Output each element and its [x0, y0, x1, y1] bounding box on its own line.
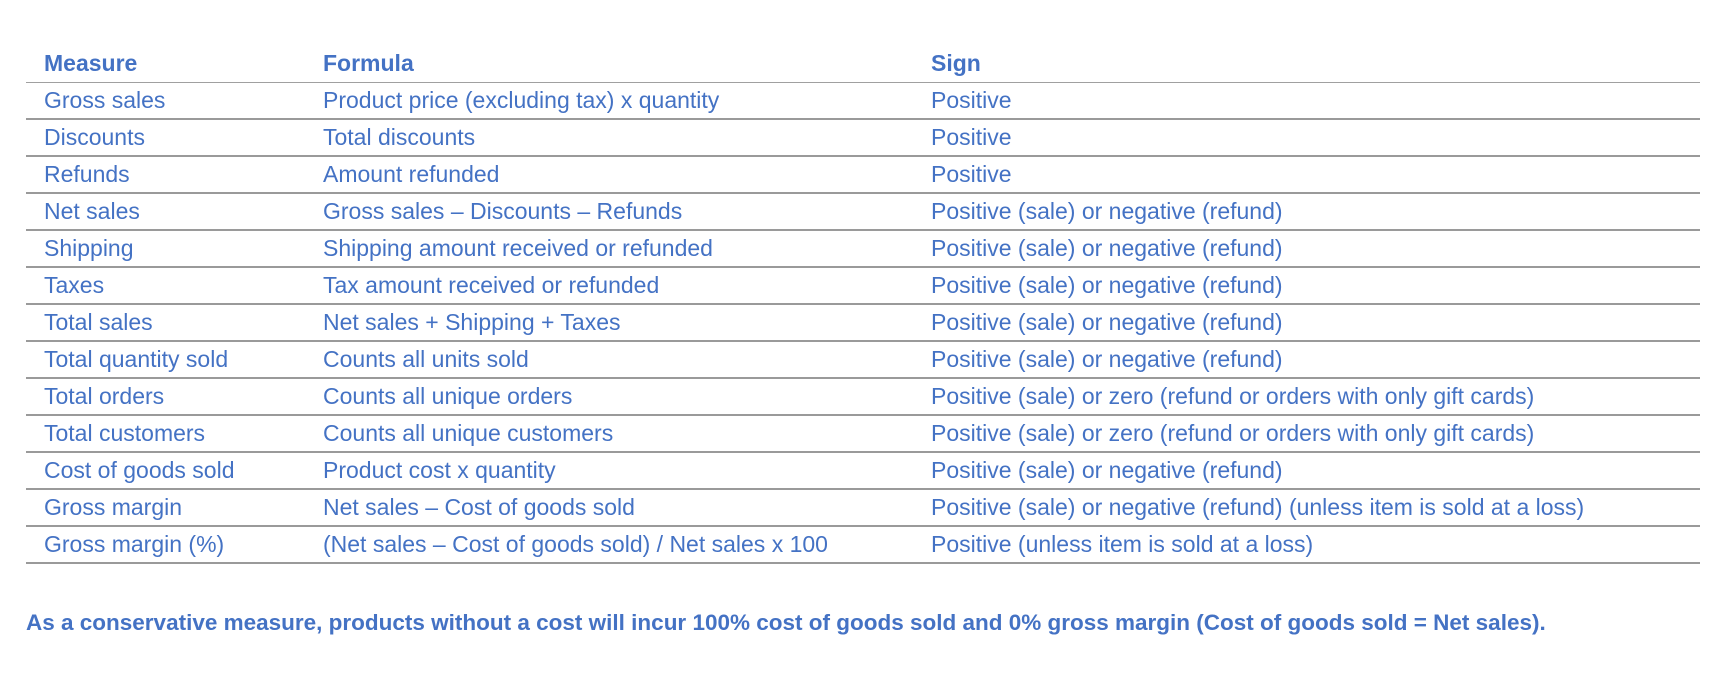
sign-cell: Positive (sale) or negative (refund)	[913, 304, 1700, 341]
table-row: Shipping Shipping amount received or ref…	[26, 230, 1700, 267]
measure-cell: Total sales	[26, 304, 305, 341]
sign-cell: Positive	[913, 156, 1700, 193]
table-row: Refunds Amount refunded Positive	[26, 156, 1700, 193]
sign-cell: Positive (sale) or negative (refund)	[913, 452, 1700, 489]
formula-cell: Product price (excluding tax) x quantity	[305, 83, 913, 120]
formula-cell: (Net sales – Cost of goods sold) / Net s…	[305, 526, 913, 563]
sign-cell: Positive (sale) or negative (refund)	[913, 230, 1700, 267]
column-header-formula: Formula	[305, 44, 913, 83]
measure-cell: Total quantity sold	[26, 341, 305, 378]
table-row: Total quantity sold Counts all units sol…	[26, 341, 1700, 378]
sign-cell: Positive	[913, 83, 1700, 120]
table-row: Cost of goods sold Product cost x quanti…	[26, 452, 1700, 489]
table-row: Gross margin Net sales – Cost of goods s…	[26, 489, 1700, 526]
table-header-row: Measure Formula Sign	[26, 44, 1700, 83]
formula-cell: Counts all units sold	[305, 341, 913, 378]
table-row: Total orders Counts all unique orders Po…	[26, 378, 1700, 415]
column-header-measure: Measure	[26, 44, 305, 83]
table-row: Total sales Net sales + Shipping + Taxes…	[26, 304, 1700, 341]
measures-table: Measure Formula Sign Gross sales Product…	[26, 44, 1700, 564]
formula-cell: Counts all unique customers	[305, 415, 913, 452]
measure-cell: Total orders	[26, 378, 305, 415]
measure-cell: Gross margin (%)	[26, 526, 305, 563]
sign-cell: Positive (sale) or negative (refund) (un…	[913, 489, 1700, 526]
measure-cell: Net sales	[26, 193, 305, 230]
formula-cell: Amount refunded	[305, 156, 913, 193]
table-row: Net sales Gross sales – Discounts – Refu…	[26, 193, 1700, 230]
measure-cell: Total customers	[26, 415, 305, 452]
formula-cell: Gross sales – Discounts – Refunds	[305, 193, 913, 230]
measure-cell: Cost of goods sold	[26, 452, 305, 489]
measure-cell: Gross sales	[26, 83, 305, 120]
sign-cell: Positive (sale) or negative (refund)	[913, 193, 1700, 230]
sign-cell: Positive (sale) or zero (refund or order…	[913, 415, 1700, 452]
formula-cell: Counts all unique orders	[305, 378, 913, 415]
conservative-measure-note: As a conservative measure, products with…	[26, 608, 1546, 638]
formula-cell: Net sales – Cost of goods sold	[305, 489, 913, 526]
sign-cell: Positive (sale) or negative (refund)	[913, 267, 1700, 304]
measure-cell: Taxes	[26, 267, 305, 304]
formula-cell: Total discounts	[305, 119, 913, 156]
formula-cell: Shipping amount received or refunded	[305, 230, 913, 267]
sign-cell: Positive (sale) or negative (refund)	[913, 341, 1700, 378]
measure-cell: Shipping	[26, 230, 305, 267]
formula-cell: Product cost x quantity	[305, 452, 913, 489]
sign-cell: Positive (unless item is sold at a loss)	[913, 526, 1700, 563]
measure-cell: Refunds	[26, 156, 305, 193]
table-row: Gross margin (%) (Net sales – Cost of go…	[26, 526, 1700, 563]
measures-document: Measure Formula Sign Gross sales Product…	[26, 44, 1700, 564]
table-row: Discounts Total discounts Positive	[26, 119, 1700, 156]
table-row: Taxes Tax amount received or refunded Po…	[26, 267, 1700, 304]
measure-cell: Discounts	[26, 119, 305, 156]
table-row: Total customers Counts all unique custom…	[26, 415, 1700, 452]
formula-cell: Net sales + Shipping + Taxes	[305, 304, 913, 341]
measure-cell: Gross margin	[26, 489, 305, 526]
column-header-sign: Sign	[913, 44, 1700, 83]
sign-cell: Positive (sale) or zero (refund or order…	[913, 378, 1700, 415]
table-row: Gross sales Product price (excluding tax…	[26, 83, 1700, 120]
sign-cell: Positive	[913, 119, 1700, 156]
formula-cell: Tax amount received or refunded	[305, 267, 913, 304]
